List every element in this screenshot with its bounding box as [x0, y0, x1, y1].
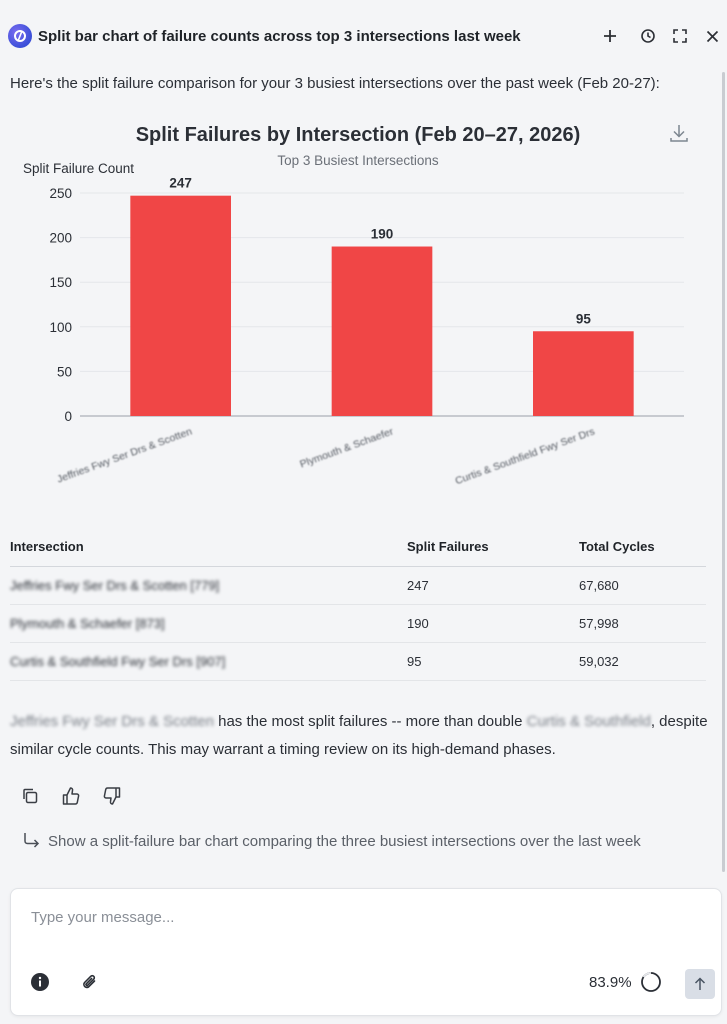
close-icon[interactable]: [702, 26, 722, 46]
cell-intersection: Plymouth & Schaefer [873]: [10, 604, 407, 643]
assistant-intro-text: Here's the split failure comparison for …: [10, 75, 660, 92]
y-tick-label: 0: [64, 409, 72, 424]
copy-icon[interactable]: [18, 784, 42, 808]
conversation-title: Split bar chart of failure counts across…: [38, 28, 521, 45]
cell-intersection: Curtis & Southfield Fwy Ser Drs [907]: [10, 642, 407, 681]
bar: [130, 195, 231, 416]
plus-icon[interactable]: [600, 26, 620, 46]
table-header-row: Intersection Split Failures Total Cycles: [10, 528, 706, 567]
summary-text-tail: , despite similar cycle counts. This may…: [10, 713, 708, 758]
cell-intersection: Jeffries Fwy Ser Drs & Scotten [779]: [10, 566, 407, 605]
y-axis-label: Split Failure Count: [23, 161, 134, 176]
results-table: Intersection Split Failures Total Cycles…: [10, 528, 706, 681]
scrollbar[interactable]: [722, 72, 725, 872]
paperclip-icon[interactable]: [79, 971, 101, 993]
col-header-total-cycles: Total Cycles: [579, 528, 706, 567]
x-tick-label: Jeffries Fwy Ser Drs & Scotten: [55, 425, 193, 485]
bar: [331, 246, 433, 416]
send-button[interactable]: [685, 969, 715, 999]
data-label: 190: [371, 227, 394, 242]
summary-reference-name: Curtis & Southfield: [526, 713, 651, 730]
table-row: Jeffries Fwy Ser Drs & Scotten [779] 247…: [10, 566, 706, 605]
reply-arrow-icon: [24, 833, 40, 848]
thumbs-up-icon[interactable]: [59, 784, 83, 808]
chart-subtitle: Top 3 Busiest Intersections: [277, 153, 439, 168]
cell-total-cycles: 67,680: [579, 566, 706, 605]
cell-split-failures: 190: [407, 604, 579, 643]
col-header-split-failures: Split Failures: [407, 528, 579, 567]
thumbs-down-icon[interactable]: [100, 784, 124, 808]
data-label: 247: [169, 176, 192, 191]
suggestion-text: Show a split-failure bar chart comparing…: [48, 832, 641, 850]
download-icon[interactable]: [670, 125, 688, 142]
summary-intersection-name: Jeffries Fwy Ser Drs & Scotten: [10, 713, 214, 730]
expand-icon[interactable]: [670, 26, 690, 46]
assistant-summary-text: Jeffries Fwy Ser Drs & Scotten has the m…: [10, 708, 710, 764]
data-label: 95: [576, 311, 592, 326]
table-row: Curtis & Southfield Fwy Ser Drs [907] 95…: [10, 642, 706, 681]
context-usage-text: 83.9%: [589, 974, 632, 991]
x-tick-label: Curtis & Southfield Fwy Ser Drs: [454, 426, 597, 488]
col-header-intersection: Intersection: [10, 528, 407, 567]
table-row: Plymouth & Schaefer [873] 190 57,998: [10, 604, 706, 643]
cell-total-cycles: 59,032: [579, 642, 706, 681]
message-actions: [18, 784, 124, 808]
y-tick-label: 200: [49, 231, 72, 246]
x-tick-label: Plymouth & Schaefer: [298, 425, 395, 470]
cell-total-cycles: 57,998: [579, 604, 706, 643]
y-tick-label: 250: [49, 186, 72, 201]
bar-chart: Split Failures by Intersection (Feb 20–2…: [0, 110, 727, 490]
cell-split-failures: 95: [407, 642, 579, 681]
info-icon[interactable]: [29, 971, 51, 993]
y-tick-label: 150: [49, 275, 72, 290]
arrow-up-icon: [694, 977, 706, 990]
summary-text: has the most split failures -- more than…: [213, 713, 527, 730]
y-tick-label: 50: [57, 364, 72, 379]
usage-ring-icon: [640, 971, 662, 993]
y-tick-label: 100: [49, 320, 72, 335]
chart-title: Split Failures by Intersection (Feb 20–2…: [136, 124, 581, 146]
bar: [533, 331, 634, 416]
message-composer: 83.9%: [10, 888, 722, 1016]
bar-chart-svg: Split Failures by Intersection (Feb 20–2…: [23, 124, 688, 488]
clock-icon[interactable]: [638, 26, 658, 46]
app-logo-icon: [8, 24, 32, 48]
follow-up-suggestion[interactable]: Show a split-failure bar chart comparing…: [22, 832, 641, 850]
chat-header: Split bar chart of failure counts across…: [0, 0, 727, 72]
message-input[interactable]: [31, 909, 691, 939]
cell-split-failures: 247: [407, 566, 579, 605]
